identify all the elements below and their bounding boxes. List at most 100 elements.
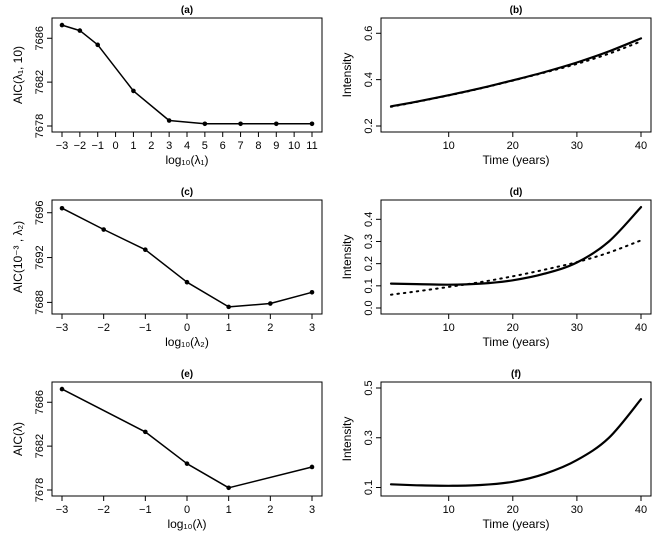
panel-b-frame bbox=[380, 17, 652, 133]
panel-e-title: (e) bbox=[181, 369, 193, 380]
panel-e-frame bbox=[51, 381, 323, 497]
panel-e-x-tick-label: 2 bbox=[267, 504, 273, 516]
panel-a-title: (a) bbox=[181, 5, 193, 16]
panel-a-x-tick-label: 6 bbox=[220, 140, 226, 152]
panel-a-data-point bbox=[59, 22, 65, 28]
panel-a-x-tick-label: −2 bbox=[74, 140, 87, 152]
panel-c-data-point bbox=[101, 227, 106, 232]
panel-b-x-tick-label: 20 bbox=[507, 140, 519, 152]
panel-e-x-tick-label: −2 bbox=[97, 504, 110, 516]
panel-e-x-tick-label: 1 bbox=[226, 504, 232, 516]
panel-b-series-true-line bbox=[390, 40, 642, 108]
panel-a-data-point bbox=[166, 118, 172, 123]
panel-c-y-tick-label: 7688 bbox=[34, 290, 46, 314]
panel-d-frame bbox=[380, 199, 652, 315]
panel-a-data-point bbox=[95, 42, 101, 48]
panel-b-x-tick-label: 30 bbox=[571, 140, 583, 152]
panel-a-series-AIC-line bbox=[61, 24, 313, 125]
panel-e-data-point bbox=[226, 485, 231, 491]
panel-d-y-tick-label: 0.2 bbox=[363, 256, 375, 271]
panel-e-y-tick-label: 7686 bbox=[34, 390, 46, 414]
panel-e-x-tick-label: 0 bbox=[184, 504, 190, 516]
panel-f-y-tick-label: 0.1 bbox=[363, 480, 375, 495]
panel-c-title: (c) bbox=[181, 187, 193, 198]
panel-a-x-tick-label: 11 bbox=[306, 140, 317, 152]
panel-d-y-axis-label: Intensity bbox=[340, 235, 354, 280]
panel-e-data-point bbox=[59, 386, 65, 392]
panel-a-y-tick-label: 7686 bbox=[34, 26, 46, 50]
panel-e-x-tick-label: −1 bbox=[139, 504, 152, 516]
panel-e-data-point bbox=[309, 464, 315, 470]
panel-d-series-estimated-line bbox=[389, 206, 643, 286]
panel-d-y-tick-label: 0.4 bbox=[363, 212, 375, 227]
panel-c-x-tick-label: −2 bbox=[97, 322, 110, 334]
panel-e: (e) −3 −2 −1 0 1 2 3 7678 7682 7686 log₁₀(λ) AIC(λ) bbox=[11, 369, 323, 531]
panel-b: (b) 10 20 30 40 0.2 0.4 0.6 Time (years) Intensit… bbox=[340, 5, 652, 167]
panel-b-y-tick-label: 0.2 bbox=[363, 118, 375, 133]
panel-f-series-estimated-line bbox=[389, 398, 643, 487]
panel-a-data-point bbox=[202, 121, 208, 127]
panel-e-x-tick-label: −3 bbox=[56, 504, 69, 516]
panel-a-x-tick-label: 2 bbox=[148, 140, 154, 152]
panel-c-x-tick-label: 2 bbox=[267, 322, 273, 334]
panel-a-x-tick-label: 5 bbox=[202, 140, 208, 152]
panel-a: (a) −3 −2 −1 0 1 2 3 4 5 6 7 8 9 10 11 7678 7682 7686 log₁₀… bbox=[11, 5, 323, 167]
panel-d-title: (d) bbox=[510, 187, 523, 198]
panel-a-x-tick-label: 7 bbox=[238, 140, 244, 152]
panel-c-x-tick-label: −1 bbox=[139, 322, 152, 334]
panel-f-frame bbox=[380, 381, 652, 497]
panel-c-y-tick-label: 7692 bbox=[34, 245, 46, 269]
panel-f-x-axis-label: Time (years) bbox=[483, 517, 550, 531]
panel-e-x-tick-label: 3 bbox=[309, 504, 315, 516]
panel-e-data-point bbox=[143, 429, 148, 435]
panel-c-y-tick-label: 7696 bbox=[34, 200, 46, 224]
panel-c-data-point bbox=[309, 290, 315, 295]
panel-a-y-axis-label: AIC(λ₁, 10) bbox=[11, 46, 25, 104]
panel-f-y-axis-label: Intensity bbox=[340, 417, 354, 462]
panel-b-y-axis-label: Intensity bbox=[340, 53, 354, 98]
panel-f-x-tick-label: 40 bbox=[635, 504, 647, 516]
panel-c-x-tick-label: 0 bbox=[184, 322, 190, 334]
panel-b-title: (b) bbox=[510, 5, 523, 16]
panel-e-series-AIC-line bbox=[61, 388, 313, 489]
panel-c-x-tick-label: −3 bbox=[56, 322, 69, 334]
panel-a-x-tick-label: 10 bbox=[288, 140, 300, 152]
panel-f-y-tick-label: 0.5 bbox=[363, 380, 375, 395]
panel-d-y-tick-label: 0.0 bbox=[363, 300, 375, 315]
panel-d-x-axis-label: Time (years) bbox=[483, 335, 550, 349]
panel-f: (f) 10 20 30 40 0.1 0.3 0.5 Time (years) Intensit… bbox=[340, 369, 652, 531]
panel-c-x-tick-label: 1 bbox=[226, 322, 232, 334]
panel-c-y-axis-label: AIC(10⁻³ , λ₂) bbox=[11, 221, 25, 293]
panel-e-y-axis-label: AIC(λ) bbox=[11, 422, 25, 456]
panel-c-x-tick-label: 3 bbox=[309, 322, 315, 334]
panel-c-x-axis-label: log₁₀(λ₂) bbox=[165, 335, 209, 349]
panel-a-data-point bbox=[77, 28, 83, 33]
panel-f-x-tick-label: 10 bbox=[443, 504, 455, 516]
panel-a-data-point bbox=[131, 88, 136, 94]
panel-d-x-tick-label: 40 bbox=[635, 322, 647, 334]
panel-a-y-tick-label: 7678 bbox=[34, 114, 46, 138]
panel-a-x-tick-label: 9 bbox=[273, 140, 279, 152]
panel-f-x-tick-label: 20 bbox=[507, 504, 519, 516]
panel-a-y-tick-label: 7682 bbox=[34, 70, 46, 94]
panel-e-data-point bbox=[184, 461, 190, 466]
panel-c-data-point bbox=[268, 301, 273, 306]
panel-b-series-estimated-line bbox=[389, 37, 643, 108]
panel-a-x-tick-label: 0 bbox=[113, 140, 119, 152]
panel-b-y-tick-label: 0.4 bbox=[363, 72, 375, 87]
panel-f-y-tick-label: 0.3 bbox=[363, 430, 375, 445]
panel-d: (d) 10 20 30 40 0.0 0.1 0.2 0.3 0.4 Time (years) In… bbox=[340, 187, 652, 349]
panel-d-x-tick-label: 30 bbox=[571, 322, 583, 334]
panel-c-data-point bbox=[184, 279, 190, 285]
panel-b-x-axis-label: Time (years) bbox=[483, 153, 550, 167]
panel-a-x-tick-label: 1 bbox=[130, 140, 136, 152]
panel-d-x-tick-label: 20 bbox=[507, 322, 519, 334]
panel-e-x-axis-label: log₁₀(λ) bbox=[167, 517, 206, 531]
panel-a-x-tick-label: 4 bbox=[184, 140, 190, 152]
panel-a-x-tick-label: 3 bbox=[166, 140, 172, 152]
panel-c-series-AIC-line bbox=[61, 207, 313, 308]
panel-d-y-tick-label: 0.3 bbox=[363, 234, 375, 249]
panel-d-y-tick-label: 0.1 bbox=[363, 278, 375, 293]
panel-a-x-tick-label: 8 bbox=[255, 140, 261, 152]
